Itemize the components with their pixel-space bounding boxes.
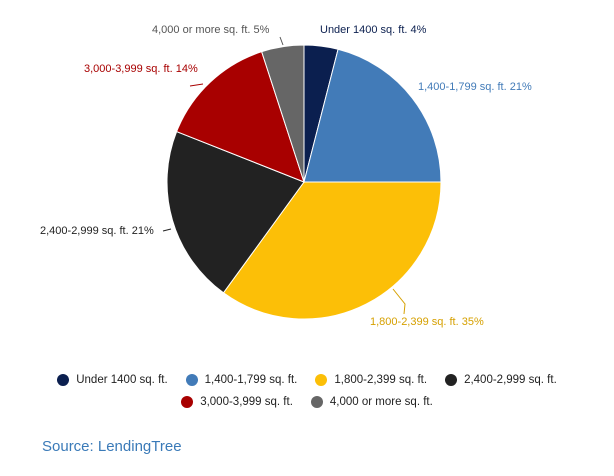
connector-line-2 — [392, 288, 406, 315]
connector-line-4 — [189, 83, 204, 87]
legend: Under 1400 sq. ft. 1,400-1,799 sq. ft. 1… — [0, 369, 614, 413]
legend-item-4000-plus[interactable]: 4,000 or more sq. ft. — [310, 396, 433, 408]
data-label-1: 1,400-1,799 sq. ft. 21% — [418, 81, 532, 93]
legend-item-under-1400[interactable]: Under 1400 sq. ft. — [57, 374, 168, 386]
legend-item-3000-3999[interactable]: 3,000-3,999 sq. ft. — [181, 396, 293, 408]
source-credit: Source: LendingTree — [42, 438, 182, 455]
legend-label-1800-2399: 1,800-2,399 sq. ft. — [334, 374, 428, 386]
pie-slice-2[interactable] — [222, 181, 442, 320]
data-label-3: 2,400-2,999 sq. ft. 21% — [40, 225, 154, 237]
legend-dot-under-1400 — [57, 374, 70, 386]
legend-label-4000-plus: 4,000 or more sq. ft. — [329, 396, 433, 408]
data-label-4: 3,000-3,999 sq. ft. 14% — [84, 63, 198, 75]
pie-slice-5[interactable] — [261, 44, 305, 183]
legend-item-1400-1799[interactable]: 1,400-1,799 sq. ft. — [185, 374, 298, 386]
legend-label-under-1400: Under 1400 sq. ft. — [76, 374, 168, 386]
data-label-0: Under 1400 sq. ft. 4% — [320, 24, 427, 36]
legend-row-1: Under 1400 sq. ft. 1,400-1,799 sq. ft. 1… — [0, 369, 614, 391]
legend-row-2: 3,000-3,999 sq. ft. 4,000 or more sq. ft… — [0, 391, 614, 413]
data-label-2: 1,800-2,399 sq. ft. 35% — [370, 316, 484, 328]
legend-dot-4000-plus — [310, 396, 323, 408]
legend-label-1400-1799: 1,400-1,799 sq. ft. — [204, 374, 298, 386]
legend-item-1800-2399[interactable]: 1,800-2,399 sq. ft. — [315, 374, 427, 386]
legend-item-2400-2999[interactable]: 2,400-2,999 sq. ft. — [445, 374, 557, 386]
legend-dot-3000-3999 — [181, 396, 194, 408]
legend-dot-2400-2999 — [445, 374, 458, 386]
legend-dot-1400-1799 — [185, 374, 198, 386]
pie-slice-1[interactable] — [303, 48, 442, 183]
legend-label-3000-3999: 3,000-3,999 sq. ft. — [200, 396, 293, 408]
connector-line-3 — [162, 228, 172, 232]
legend-dot-1800-2399 — [315, 374, 328, 386]
connector-line-5 — [279, 36, 284, 46]
pie-chart: Under 1400 sq. ft. 4% 1,400-1,799 sq. ft.… — [40, 24, 532, 328]
legend-label-2400-2999: 2,400-2,999 sq. ft. — [464, 374, 557, 386]
pie-slice-3[interactable] — [166, 130, 305, 294]
data-label-5: 4,000 or more sq. ft. 5% — [152, 24, 270, 36]
